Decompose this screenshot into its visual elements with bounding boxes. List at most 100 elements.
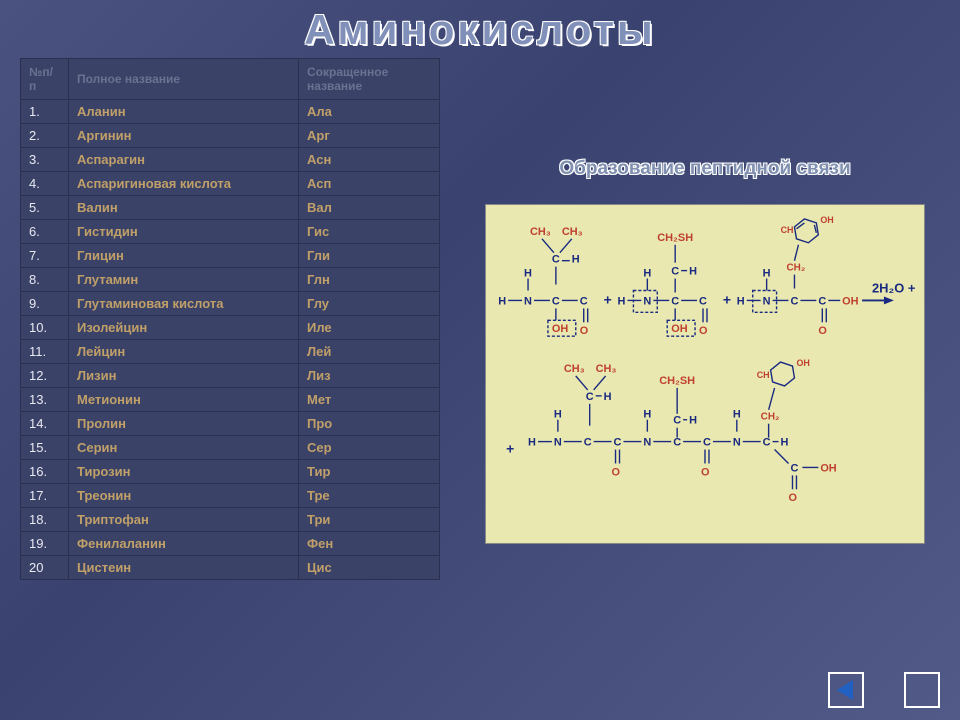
svg-text:C: C [763,437,771,449]
svg-text:C: C [552,254,560,266]
cell-num: 1. [21,100,69,124]
fragment-2: CH₂SH CH H N H C C O [618,232,709,337]
cell-abbr: Глн [299,268,440,292]
svg-text:H: H [689,415,697,427]
cell-abbr: Три [299,508,440,532]
svg-text:OH: OH [552,323,568,335]
svg-text:O: O [612,466,621,478]
svg-text:C: C [673,437,681,449]
cell-full-name: Изолейцин [69,316,299,340]
cell-abbr: Вал [299,196,440,220]
cell-abbr: Асп [299,172,440,196]
svg-text:C: C [703,437,711,449]
table-row: 12.ЛизинЛиз [21,364,440,388]
svg-text:H: H [554,409,562,421]
peptide-bond-diagram: CH₃ CH₃ CH H N H C C [485,204,925,544]
cell-full-name: Фенилаланин [69,532,299,556]
table-row: 11.ЛейцинЛей [21,340,440,364]
svg-text:H: H [689,266,697,278]
cell-full-name: Аспаригиновая кислота [69,172,299,196]
svg-text:CH₂: CH₂ [761,412,780,423]
cell-num: 9. [21,292,69,316]
table-row: 6.ГистидинГис [21,220,440,244]
table-row: 7.ГлицинГли [21,244,440,268]
amino-acid-table: №п/п Полное название Сокращенное названи… [20,58,440,580]
cell-num: 20 [21,556,69,580]
cell-full-name: Аспарагин [69,148,299,172]
cell-abbr: Про [299,412,440,436]
fragment-1: CH₃ CH₃ CH H N H C C [498,226,589,337]
col-header-abbr: Сокращенное название [299,59,440,100]
cell-full-name: Лейцин [69,340,299,364]
svg-text:H: H [618,295,626,307]
table-row: 18.ТриптофанТри [21,508,440,532]
svg-text:N: N [643,437,651,449]
cell-abbr: Лей [299,340,440,364]
table-row: 16.ТирозинТир [21,460,440,484]
table-row: 14.ПролинПро [21,412,440,436]
cell-num: 10. [21,316,69,340]
svg-text:CH: CH [781,225,794,235]
cell-full-name: Гистидин [69,220,299,244]
cell-full-name: Аланин [69,100,299,124]
cell-abbr: Асн [299,148,440,172]
cell-abbr: Цис [299,556,440,580]
cell-full-name: Глутаминовая кислота [69,292,299,316]
cell-full-name: Серин [69,436,299,460]
table-row: 15.СеринСер [21,436,440,460]
cell-abbr: Иле [299,316,440,340]
svg-text:C: C [584,437,592,449]
svg-text:OH: OH [820,462,836,474]
svg-text:H: H [524,268,532,280]
svg-text:+: + [723,291,731,307]
svg-text:H: H [733,409,741,421]
cell-full-name: Лизин [69,364,299,388]
cell-full-name: Тирозин [69,460,299,484]
table-row: 3.АспарагинАсн [21,148,440,172]
cell-num: 19. [21,532,69,556]
col-header-full: Полное название [69,59,299,100]
svg-text:CH₂SH: CH₂SH [659,375,695,387]
svg-text:CH: CH [757,370,770,380]
cell-num: 8. [21,268,69,292]
svg-text:CH₃: CH₃ [562,226,583,238]
cell-full-name: Аргинин [69,124,299,148]
cell-full-name: Треонин [69,484,299,508]
cell-abbr: Фен [299,532,440,556]
table-row: 17.ТреонинТре [21,484,440,508]
cell-abbr: Лиз [299,364,440,388]
svg-text:OH: OH [820,215,833,225]
svg-text:N: N [733,437,741,449]
svg-text:C: C [671,266,679,278]
svg-text:+: + [604,291,612,307]
cell-num: 15. [21,436,69,460]
nav-back-button[interactable] [828,672,864,708]
table-row: 2.АргининАрг [21,124,440,148]
svg-text:C: C [818,295,826,307]
cell-num: 7. [21,244,69,268]
svg-text:H: H [643,268,651,280]
cell-num: 16. [21,460,69,484]
cell-abbr: Сер [299,436,440,460]
svg-text:H: H [604,391,612,403]
svg-text:C: C [671,295,679,307]
svg-text:C: C [673,415,681,427]
col-header-num: №п/п [21,59,69,100]
table-row: 8.ГлутаминГлн [21,268,440,292]
svg-text:N: N [524,295,532,307]
fragment-3: OH CH CH₂ H N H C C [737,215,859,337]
cell-abbr: Тре [299,484,440,508]
svg-text:C: C [699,295,707,307]
svg-text:O: O [699,325,708,337]
svg-text:C: C [614,437,622,449]
table-row: 9.Глутаминовая кислотаГлу [21,292,440,316]
svg-text:O: O [701,466,710,478]
cell-num: 2. [21,124,69,148]
cell-num: 14. [21,412,69,436]
nav-blank-button[interactable] [904,672,940,708]
svg-text:C: C [586,391,594,403]
slide-title: Аминокислоты [0,0,960,58]
cell-full-name: Пролин [69,412,299,436]
table-row: 10.ИзолейцинИле [21,316,440,340]
cell-abbr: Гли [299,244,440,268]
